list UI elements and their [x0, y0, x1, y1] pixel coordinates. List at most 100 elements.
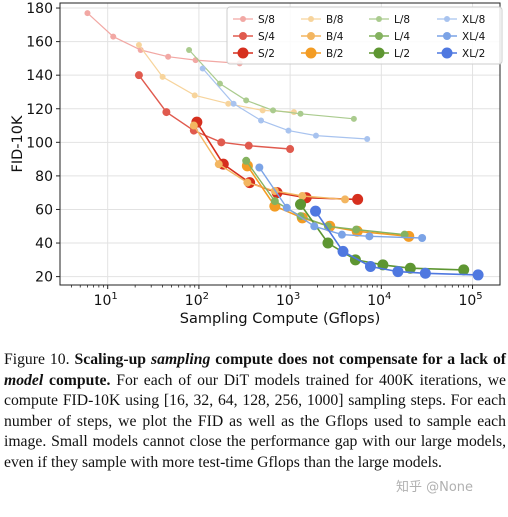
- y-tick-label: 60: [35, 202, 53, 218]
- caption-title: Scaling-up sampling compute does not com…: [4, 351, 507, 389]
- y-tick-label: 20: [35, 270, 53, 286]
- legend-swatch-marker: [237, 47, 249, 59]
- legend-entry: L/4: [369, 31, 410, 43]
- data-point: [230, 100, 237, 107]
- data-point: [258, 117, 265, 124]
- data-point: [298, 192, 307, 201]
- y-tick-label: 120: [26, 102, 53, 118]
- legend-entry: S/2: [233, 47, 275, 60]
- data-point: [310, 222, 319, 231]
- series-line: [138, 44, 294, 113]
- data-point: [286, 145, 295, 154]
- data-point: [400, 230, 409, 239]
- data-point: [216, 80, 223, 87]
- legend-label: B/8: [326, 14, 343, 26]
- series-xl-4: [255, 163, 427, 242]
- series-line: [314, 210, 479, 276]
- data-point: [352, 225, 361, 234]
- legend-entry: L/2: [369, 47, 410, 60]
- legend-swatch-marker: [308, 16, 314, 22]
- series-s-8: [84, 10, 243, 67]
- legend-label: L/8: [394, 14, 410, 26]
- series-l-4: [242, 156, 409, 239]
- data-point: [418, 234, 427, 242]
- series-l-2: [295, 198, 470, 276]
- data-point: [270, 197, 279, 206]
- legend-swatch-marker: [376, 16, 382, 22]
- series-line: [188, 49, 354, 120]
- legend-entry: XL/2: [437, 47, 485, 60]
- axis-ticks: 20 40 60 80 100 120 140 160 180 101 102 103 104 105: [26, 1, 482, 309]
- legend-swatch-marker: [443, 32, 451, 40]
- caption-body: For each of our DiT models trained for 4…: [4, 371, 507, 471]
- series-line: [87, 12, 240, 64]
- legend-label: L/4: [394, 31, 410, 43]
- x-tick-label: 101: [94, 291, 118, 309]
- legend-swatch-marker: [239, 32, 247, 40]
- legend-label: XL/4: [462, 31, 486, 43]
- legend-swatch-marker: [307, 32, 315, 40]
- figure-caption: Figure 10. Scaling-up sampling compute d…: [4, 350, 506, 473]
- legend-swatch-marker: [373, 47, 385, 59]
- data-point: [186, 47, 193, 53]
- y-tick-label: 40: [35, 236, 53, 252]
- data-point: [352, 193, 364, 205]
- legend-swatch-marker: [240, 16, 246, 22]
- x-tick-label: 102: [185, 291, 209, 309]
- chart-figure: 20 40 60 80 100 120 140 160 180 101 102 103 104 105 S…: [10, 1, 503, 327]
- data-point: [295, 198, 307, 210]
- data-point: [243, 97, 250, 104]
- x-tick-label: 105: [458, 291, 482, 309]
- data-point: [84, 10, 91, 17]
- data-point: [337, 230, 346, 239]
- data-point: [282, 203, 291, 212]
- legend-label: S/4: [258, 31, 275, 43]
- legend-swatch-marker: [305, 47, 317, 59]
- data-point: [285, 127, 292, 134]
- data-point: [225, 100, 232, 107]
- legend-label: B/4: [326, 31, 344, 43]
- legend-label: S/2: [258, 48, 275, 60]
- data-point: [242, 156, 251, 165]
- legend-label: B/2: [326, 48, 343, 60]
- x-tick-label: 104: [367, 291, 391, 309]
- data-point: [472, 269, 484, 281]
- data-point: [404, 262, 416, 274]
- data-point: [323, 222, 332, 231]
- legend-label: XL/2: [462, 48, 485, 60]
- data-point: [290, 109, 297, 116]
- data-point: [458, 264, 470, 276]
- data-point: [243, 178, 252, 187]
- data-point: [364, 135, 371, 142]
- legend-swatch-marker: [441, 47, 453, 59]
- data-point: [392, 266, 404, 278]
- data-point: [255, 163, 264, 172]
- y-tick-label: 140: [26, 68, 53, 84]
- data-point: [322, 237, 334, 249]
- data-point: [214, 160, 223, 169]
- y-axis-label: FID-10K: [10, 115, 26, 172]
- legend-label: XL/8: [462, 14, 485, 26]
- data-point: [165, 53, 172, 60]
- data-point: [244, 141, 253, 150]
- data-point: [134, 71, 143, 80]
- legend-entry: XL/4: [437, 31, 486, 43]
- y-tick-label: 100: [26, 135, 53, 151]
- y-tick-label: 80: [35, 169, 53, 185]
- data-point: [419, 267, 431, 279]
- data-point: [135, 41, 142, 48]
- legend-entry: XL/8: [437, 14, 485, 26]
- caption-figure-label: Figure 10.: [4, 351, 70, 368]
- legend-entry: B/2: [301, 47, 343, 60]
- series-s-4: [134, 71, 295, 154]
- series-b-8: [135, 41, 297, 116]
- x-axis-label: Sampling Compute (Gflops): [180, 311, 381, 327]
- data-point: [364, 261, 376, 273]
- legend-box: [226, 6, 503, 65]
- legend-swatch-marker: [375, 32, 383, 40]
- series-b-4: [189, 121, 350, 204]
- legend-entry: B/8: [301, 14, 343, 26]
- series-xl-2: [310, 205, 484, 281]
- legend-entry: L/8: [369, 14, 410, 26]
- series-line: [202, 68, 368, 140]
